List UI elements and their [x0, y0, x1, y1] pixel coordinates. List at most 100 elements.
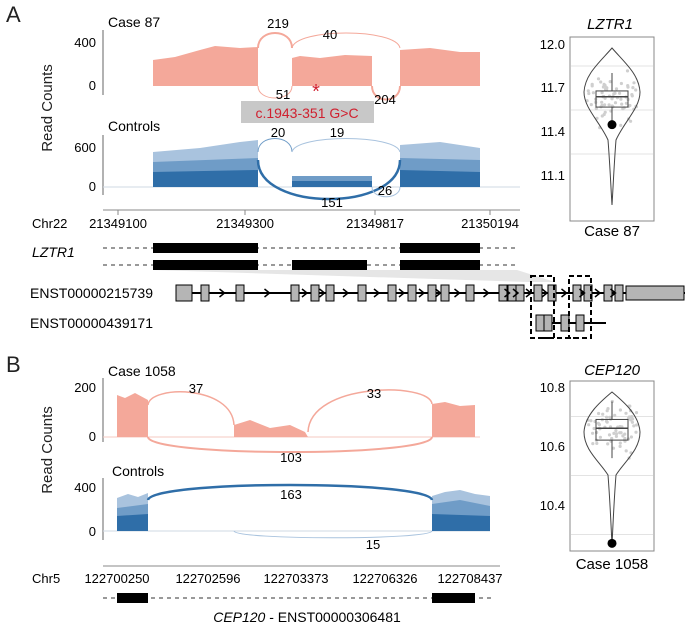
transcript-1-utr-end	[625, 285, 685, 301]
variant-label: c.1943-351 G>C	[255, 105, 358, 121]
exon-block-1b	[400, 243, 480, 253]
violin-sample-point	[601, 412, 605, 416]
transcript-1-exon	[407, 284, 417, 302]
controls-a-junction-151: 151	[321, 195, 343, 210]
violin-sample-point	[600, 100, 604, 104]
transcript-1-arrow-icon	[398, 288, 406, 298]
violin-sample-point	[595, 430, 599, 435]
violin-sample-point	[620, 102, 624, 106]
violin-sample-point	[628, 103, 632, 108]
transcript-1-exon	[440, 284, 450, 302]
genomic-position-b-4: 122706326	[352, 571, 417, 586]
genomic-axis-a: Chr22 21349100 21349300 21349817 2135019…	[32, 209, 520, 231]
transcript-1-exon	[498, 284, 508, 302]
case-87-junction-arc-204	[371, 85, 401, 101]
violin-sample-point	[631, 86, 635, 90]
variant-asterisk-icon: *	[312, 81, 320, 103]
transcript-1-arrow-icon	[512, 288, 520, 298]
case-87-junction-arc-40	[291, 32, 401, 49]
violin-b-tick-10-4: 10.4	[540, 498, 565, 513]
transcript-1-arrow-icon	[561, 288, 568, 298]
transcript-2-exon	[543, 314, 553, 332]
controls-a-junction-arc-26	[371, 186, 401, 198]
exon-block-2b-pseudoexon	[292, 260, 367, 270]
violin-a-xlabel: Case 87	[584, 223, 640, 240]
violin-sample-point	[587, 91, 591, 96]
violin-sample-point	[595, 116, 599, 120]
case-87-tick-0: 0	[89, 78, 96, 93]
transcript-1-arrow-icon	[219, 288, 226, 298]
transcript-1-arrow-icon	[435, 288, 442, 298]
violin-a-tick-12-0: 12.0	[540, 37, 565, 52]
violin-sample-point	[613, 101, 618, 105]
violin-sample-point	[595, 441, 599, 445]
transcript-1-arrow-icon	[594, 288, 602, 298]
violin-sample-point	[623, 432, 627, 436]
violin-sample-point	[596, 77, 601, 81]
case-1058-tick-200: 200	[74, 380, 96, 395]
transcript-1-exon	[387, 284, 397, 302]
violin-sample-point	[624, 101, 629, 105]
violin-a-tick-11-4: 11.4	[541, 124, 565, 139]
violin-sample-point	[632, 81, 636, 85]
transcript-1-exon	[603, 284, 613, 302]
transcript-1-arrow-icon	[418, 288, 426, 298]
genomic-position-a-2: 21349300	[216, 216, 274, 231]
controls-a-coverage-exon2-dark	[400, 170, 480, 187]
genomic-position-a-1: 21349100	[89, 216, 147, 231]
violin-sample-point	[597, 411, 601, 416]
controls-b-label: Controls	[112, 463, 164, 479]
violin-sample-point	[597, 423, 602, 427]
case-87-junction-219: 219	[267, 16, 289, 31]
violin-sample-point	[614, 432, 619, 436]
transcript-1-arrow-icon	[504, 288, 511, 298]
violin-sample-point	[607, 103, 611, 107]
transcript-1-exon	[465, 284, 475, 302]
violin-sample-point	[618, 431, 622, 435]
cep120-transcript-id: - ENST00000306481	[265, 609, 401, 625]
transcript-1-arrow-icon	[264, 288, 271, 298]
case-1058-junction-103: 103	[280, 450, 302, 465]
violin-sample-point	[610, 436, 614, 441]
variant-label-box	[241, 101, 374, 123]
controls-b-junction-arc-15	[233, 530, 433, 539]
case-87-junction-204: 204	[374, 92, 396, 107]
violin-sample-point	[614, 429, 618, 433]
violin-sample-point	[614, 87, 619, 91]
violin-sample-point	[586, 89, 590, 93]
controls-a-label: Controls	[108, 118, 160, 134]
case-1058-junction-arc-103	[147, 436, 433, 453]
violin-sample-point	[592, 426, 596, 431]
violin-b-tick-10-6: 10.6	[540, 439, 565, 454]
violin-sample-point	[613, 413, 617, 417]
case-87-track: Case 87 400 0 219 40 51 204 * c.1943-351…	[74, 14, 480, 123]
violin-sample-point	[605, 415, 609, 419]
controls-a-track: Controls 600 0 20 19 151 26	[74, 118, 520, 210]
transcript-1-exon	[357, 284, 367, 302]
exon-block-2a	[153, 260, 258, 270]
violin-sample-point	[618, 425, 622, 429]
violin-a-shape	[583, 47, 641, 206]
controls-a-tick-600: 600	[74, 140, 96, 155]
chromosome-label-b: Chr5	[32, 571, 60, 586]
violin-sample-point	[607, 433, 612, 437]
transcript-1-exon	[200, 284, 210, 302]
transcript-2-exon	[560, 314, 570, 332]
cep120-exon-1	[117, 593, 148, 603]
transcript-1-exon	[235, 284, 245, 302]
transcript-2-exon	[535, 314, 545, 332]
case-87-coverage-exon2	[400, 48, 480, 86]
case-87-junction-40: 40	[323, 27, 337, 42]
violin-sample-point	[600, 103, 604, 108]
violin-sample-point	[606, 407, 610, 411]
transcript-1-arrow-icon	[483, 288, 490, 298]
violin-sample-point	[598, 435, 603, 439]
violin-sample-point	[605, 86, 609, 90]
violin-sample-point	[606, 442, 610, 446]
controls-a-junction-20: 20	[271, 125, 285, 140]
violin-sample-point	[611, 446, 616, 450]
panel-a-y-axis-label: Read Counts	[39, 64, 56, 152]
panel-a-label: A	[6, 2, 21, 27]
violin-sample-point	[624, 449, 628, 453]
violin-sample-point	[634, 88, 638, 92]
